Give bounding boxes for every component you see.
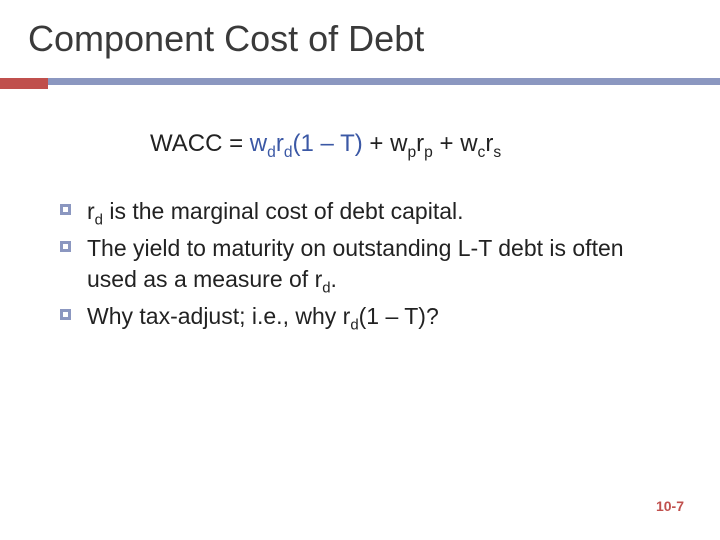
formula-plus1: + [363,130,390,157]
formula-wd-d: d [267,144,276,161]
list-item: rd is the marginal cost of debt capital. [60,196,670,227]
list-item: The yield to maturity on outstanding L-T… [60,233,670,295]
formula-wp-p: p [407,144,416,161]
bullet-text: Why tax-adjust; i.e., why rd(1 – T)? [87,301,439,332]
formula-wd-w: w [250,130,267,157]
bullet-list: rd is the marginal cost of debt capital.… [60,196,670,338]
formula-rd-d: d [284,144,293,161]
bullet-sub: d [322,280,330,297]
formula-plus2: + [433,130,460,157]
formula-rp-r: r [416,130,424,157]
bullet-pre: Why tax-adjust; i.e., why r [87,303,350,329]
title-rule [0,78,720,85]
bullet-pre: r [87,198,95,224]
bullet-text: The yield to maturity on outstanding L-T… [87,233,670,295]
bullet-post: . [331,266,337,292]
title-rule-accent [0,78,48,89]
bullet-text: rd is the marginal cost of debt capital. [87,196,464,227]
bullet-icon [60,204,71,215]
formula-wc-w: w [460,130,477,157]
formula-lhs: WACC = [150,130,250,157]
bullet-sub: d [350,317,358,334]
formula-wp-w: w [390,130,407,157]
bullet-post: is the marginal cost of debt capital. [103,198,464,224]
bullet-post: (1 – T)? [359,303,439,329]
slide-title: Component Cost of Debt [28,18,424,60]
bullet-pre: The yield to maturity on outstanding L-T… [87,235,624,292]
formula-rd-r: r [276,130,284,157]
formula-rp-p: p [424,144,433,161]
formula-rs-s: s [493,144,501,161]
bullet-icon [60,309,71,320]
slide: Component Cost of Debt WACC = wdrd(1 – T… [0,0,720,540]
formula-paren1: (1 – T) [293,130,363,157]
list-item: Why tax-adjust; i.e., why rd(1 – T)? [60,301,670,332]
wacc-formula: WACC = wdrd(1 – T) + wprp + wcrs [150,130,501,158]
page-number: 10-7 [656,498,684,514]
bullet-sub: d [95,212,103,229]
bullet-icon [60,241,71,252]
